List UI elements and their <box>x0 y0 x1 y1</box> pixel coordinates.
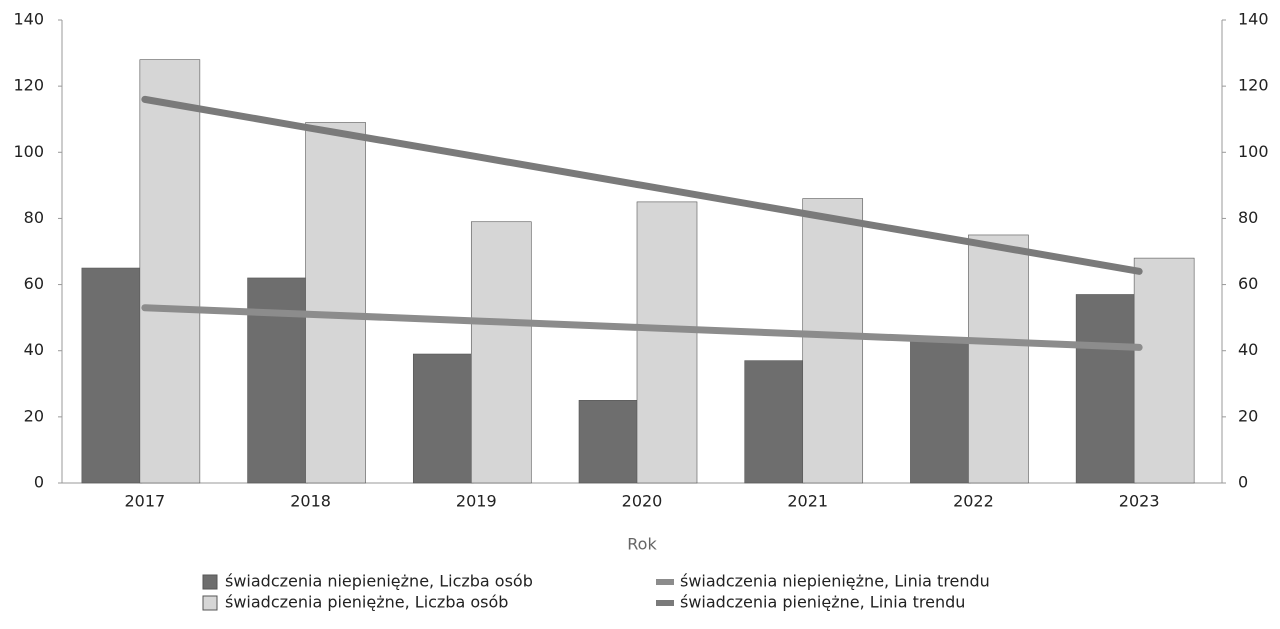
y-tick-label: 140 <box>13 10 44 29</box>
legend-label: świadczenia pieniężne, Linia trendu <box>680 593 965 612</box>
bar <box>578 400 640 484</box>
bar <box>1075 294 1137 484</box>
bar <box>470 221 532 484</box>
x-tick-label: 2023 <box>1119 492 1160 511</box>
y-tick-label: 80 <box>24 208 44 227</box>
y2-tick-label: 60 <box>1238 274 1258 293</box>
x-tick-label: 2018 <box>290 492 331 511</box>
legend-swatch <box>202 595 218 611</box>
legend-label: świadczenia niepieniężne, Liczba osób <box>225 572 533 591</box>
y2-tick-label: 80 <box>1238 208 1258 227</box>
y2-tick-label: 100 <box>1238 142 1269 161</box>
trend-line <box>141 304 1143 351</box>
bar <box>910 340 971 484</box>
legend-label: świadczenia pieniężne, Liczba osób <box>225 593 508 612</box>
x-tick-label: 2021 <box>787 492 828 511</box>
x-axis-title: Rok <box>627 535 657 554</box>
y2-tick-label: 20 <box>1238 406 1258 425</box>
y2-tick-label: 0 <box>1238 473 1248 492</box>
bar <box>81 267 143 484</box>
y2-tick-label: 120 <box>1238 76 1269 95</box>
x-tick-label: 2019 <box>456 492 497 511</box>
bar <box>744 360 806 484</box>
x-tick-label: 2017 <box>124 492 165 511</box>
y-tick-label: 60 <box>24 274 44 293</box>
x-tick-label: 2022 <box>953 492 994 511</box>
bar <box>968 234 1029 484</box>
bar <box>1133 257 1195 484</box>
y2-tick-label: 40 <box>1238 340 1258 359</box>
y-tick-label: 20 <box>24 406 44 425</box>
bar <box>305 122 366 484</box>
y-tick-label: 40 <box>24 340 44 359</box>
legend-swatch <box>202 574 218 590</box>
y2-tick-label: 140 <box>1238 10 1269 29</box>
trend-line <box>141 95 1143 275</box>
bar <box>139 59 201 484</box>
bar <box>636 201 698 484</box>
x-tick-label: 2020 <box>622 492 663 511</box>
y-tick-label: 0 <box>34 473 44 492</box>
y-tick-label: 100 <box>13 142 44 161</box>
legend-label: świadczenia niepieniężne, Linia trendu <box>680 572 990 591</box>
bar <box>802 198 864 484</box>
bar <box>412 353 474 484</box>
y-tick-label: 120 <box>13 76 44 95</box>
